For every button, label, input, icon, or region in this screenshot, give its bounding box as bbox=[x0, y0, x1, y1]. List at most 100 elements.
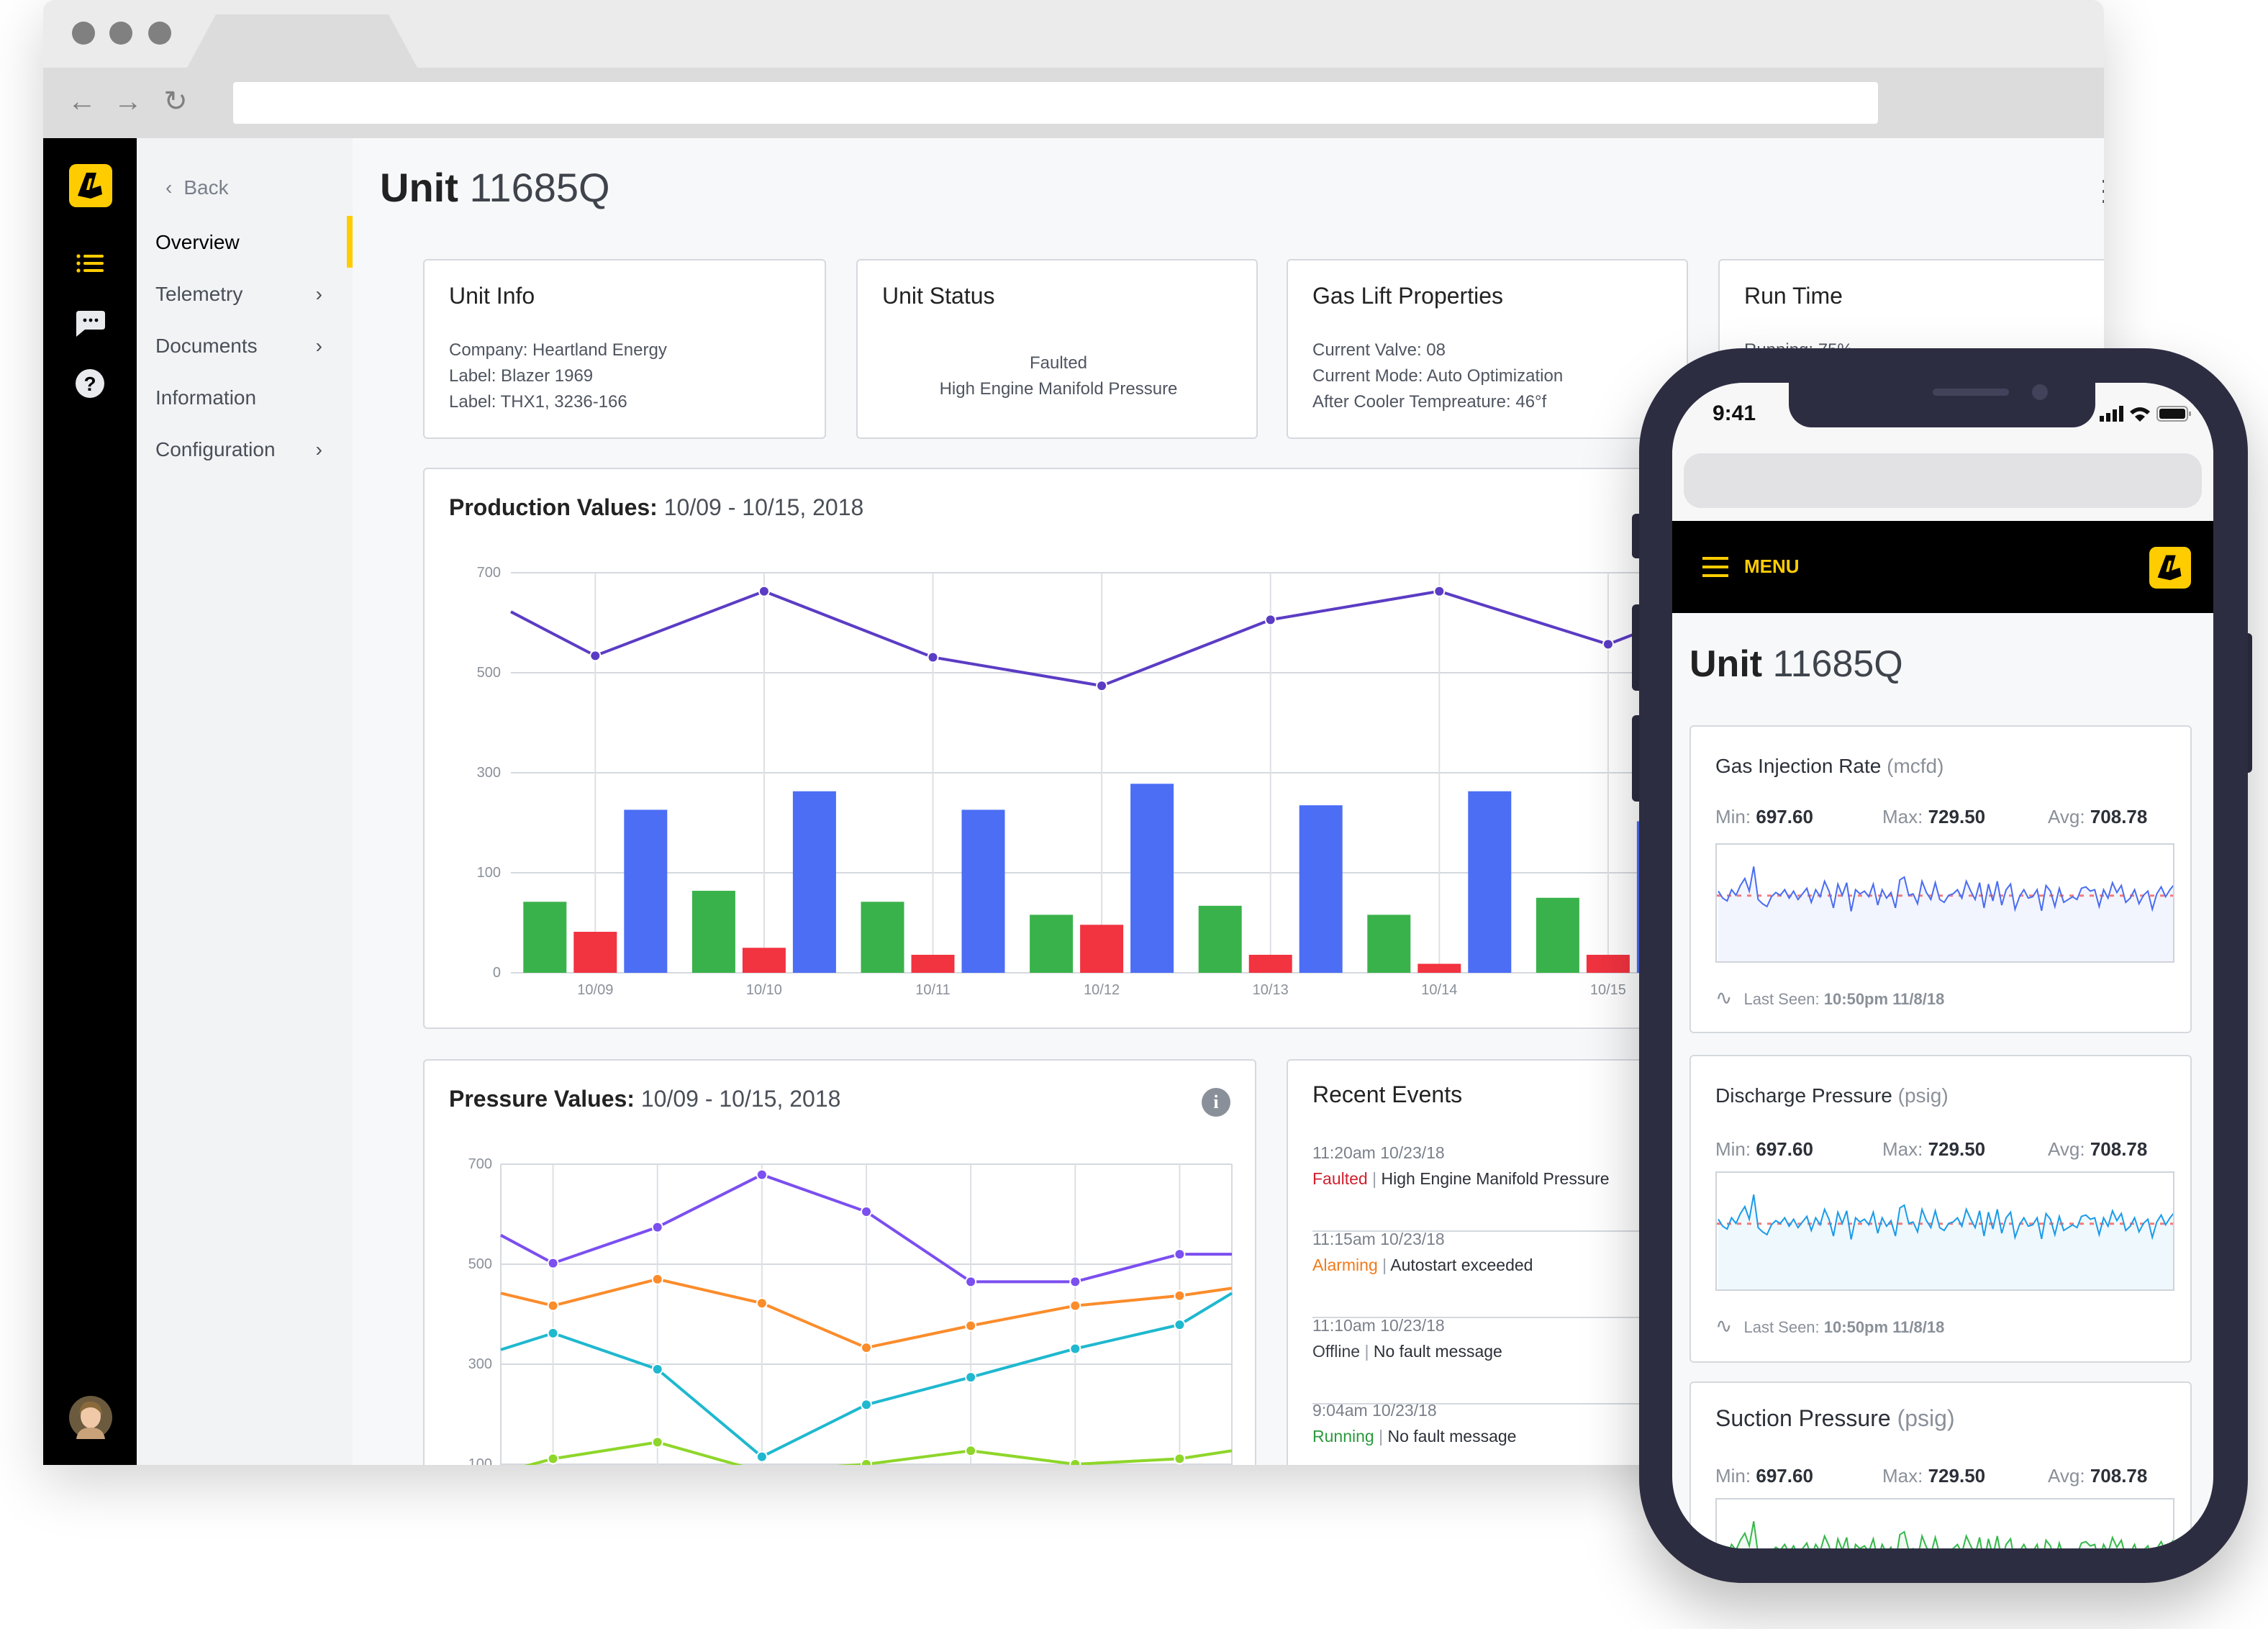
discharge-pressure-card[interactable]: Discharge Pressure (psig) Min: 697.60 Ma… bbox=[1689, 1055, 2192, 1363]
sparkline bbox=[1718, 1521, 2173, 1548]
gas-lift-card: Gas Lift Properties Current Valve: 08 Cu… bbox=[1287, 259, 1688, 439]
event-item[interactable]: 11:10am 10/23/18 Offline | No fault messa… bbox=[1312, 1318, 1665, 1405]
logo-icon[interactable] bbox=[69, 164, 112, 207]
y-tick-label: 300 bbox=[468, 1356, 492, 1372]
sparkline bbox=[1718, 1194, 2173, 1240]
bar bbox=[742, 948, 786, 973]
data-point bbox=[1069, 1343, 1081, 1355]
bar bbox=[911, 954, 955, 973]
y-tick-label: 500 bbox=[468, 1256, 492, 1272]
last-seen: ∿ Last Seen: 10:50pm 11/8/18 bbox=[1715, 986, 1945, 1009]
last-seen: ∿ Last Seen: 10:50pm 11/8/18 bbox=[1715, 1314, 1945, 1337]
browser-tab[interactable] bbox=[187, 14, 417, 68]
card-title: Run Time bbox=[1744, 285, 1843, 309]
more-menu-icon[interactable]: ··· bbox=[2097, 167, 2104, 213]
data-point bbox=[756, 1451, 768, 1463]
info-icon[interactable]: i bbox=[1202, 1088, 1230, 1117]
nav-item-information[interactable]: Information bbox=[155, 386, 257, 409]
reload-icon[interactable]: ↻ bbox=[163, 86, 188, 118]
window-minimize-button[interactable] bbox=[109, 22, 132, 45]
data-point bbox=[861, 1399, 872, 1411]
bar bbox=[961, 809, 1005, 973]
data-point bbox=[547, 1327, 559, 1339]
data-point bbox=[651, 1221, 663, 1233]
sparkline-area bbox=[1718, 1521, 2173, 1548]
bar bbox=[523, 902, 567, 973]
data-point bbox=[1264, 614, 1276, 626]
list-icon[interactable] bbox=[76, 253, 105, 273]
nav-item-configuration[interactable]: Configuration › bbox=[155, 432, 343, 466]
event-item[interactable]: 9:04am 10/23/18 Running | No fault messag… bbox=[1312, 1403, 1665, 1465]
back-arrow-icon[interactable]: ← bbox=[68, 86, 96, 118]
bar bbox=[624, 809, 668, 973]
hamburger-icon[interactable] bbox=[1702, 557, 1728, 577]
data-point bbox=[1069, 1299, 1081, 1312]
chat-icon[interactable] bbox=[75, 309, 106, 338]
pressure-chart-card: Pressure Values: 10/09 - 10/15, 2018 i 1… bbox=[423, 1059, 1256, 1465]
chevron-left-icon: ‹ bbox=[165, 176, 173, 199]
mobile-page-title: Unit 11685Q bbox=[1689, 642, 1903, 685]
x-tick-label: 10/09 bbox=[577, 982, 613, 998]
data-point bbox=[651, 1363, 663, 1375]
min-stat: Min: 697.60 bbox=[1715, 1138, 1813, 1160]
bar bbox=[1367, 915, 1411, 973]
mobile-address-bar[interactable] bbox=[1684, 453, 2202, 508]
bar bbox=[1030, 915, 1074, 973]
pulse-icon: ∿ bbox=[1715, 986, 1733, 1009]
window-maximize-button[interactable] bbox=[148, 22, 171, 45]
y-tick-label: 700 bbox=[477, 565, 501, 581]
bar bbox=[861, 902, 904, 973]
y-tick-label: 100 bbox=[468, 1456, 492, 1465]
data-point bbox=[1433, 585, 1446, 597]
data-point bbox=[965, 1371, 977, 1384]
url-bar[interactable] bbox=[233, 82, 1878, 124]
bar bbox=[1418, 963, 1461, 973]
bar bbox=[792, 791, 836, 973]
pulse-icon: ∿ bbox=[1715, 1314, 1733, 1337]
data-point bbox=[861, 1342, 872, 1354]
suction-pressure-card[interactable]: Suction Pressure (psig) Min: 697.60 Max:… bbox=[1689, 1381, 2192, 1548]
help-icon[interactable]: ? bbox=[75, 368, 105, 399]
bar bbox=[1198, 905, 1242, 973]
card-title: Gas Lift Properties bbox=[1312, 285, 1503, 309]
y-tick-label: 0 bbox=[493, 965, 501, 981]
data-point bbox=[965, 1320, 977, 1332]
card-title: Unit Status bbox=[882, 285, 995, 309]
signal-icon bbox=[2100, 406, 2123, 422]
gas-injection-card[interactable]: Gas Injection Rate (mcfd) Min: 697.60 Ma… bbox=[1689, 725, 2192, 1033]
x-tick-label: 10/12 bbox=[1084, 982, 1120, 998]
sparkline-area bbox=[1718, 1194, 2173, 1289]
active-indicator bbox=[347, 216, 353, 268]
data-point bbox=[547, 1257, 559, 1269]
back-link[interactable]: ‹ Back bbox=[165, 176, 229, 199]
y-tick-label: 700 bbox=[468, 1156, 492, 1172]
card-title: Suction Pressure (psig) bbox=[1715, 1407, 1955, 1432]
menu-button[interactable]: MENU bbox=[1744, 555, 1800, 577]
nav-item-overview[interactable]: Overview bbox=[155, 230, 240, 253]
bar bbox=[573, 932, 617, 973]
sparkline-chart bbox=[1715, 843, 2174, 963]
bar bbox=[691, 891, 735, 973]
bar bbox=[1468, 791, 1512, 973]
chart-title: Production Values: 10/09 - 10/15, 2018 bbox=[449, 496, 864, 521]
battery-icon bbox=[2156, 406, 2188, 422]
min-stat: Min: 697.60 bbox=[1715, 1465, 1813, 1487]
data-point bbox=[651, 1436, 663, 1448]
logo-icon[interactable] bbox=[2149, 547, 2192, 589]
tab-bar bbox=[43, 0, 2104, 68]
svg-text:?: ? bbox=[83, 373, 96, 395]
phone-notch bbox=[1789, 380, 2095, 427]
sparkline-area bbox=[1718, 866, 2173, 961]
event-item[interactable]: 11:20am 10/23/18 Faulted | High Engine Ma… bbox=[1312, 1145, 1665, 1232]
x-tick-label: 10/10 bbox=[746, 982, 782, 998]
nav-item-documents[interactable]: Documents › bbox=[155, 328, 343, 363]
window-close-button[interactable] bbox=[72, 22, 95, 45]
data-point bbox=[927, 651, 939, 663]
x-tick-label: 10/11 bbox=[915, 982, 951, 998]
data-point bbox=[861, 1206, 872, 1218]
forward-arrow-icon[interactable]: → bbox=[114, 86, 142, 118]
event-item[interactable]: 11:15am 10/23/18 Alarming | Autostart exc… bbox=[1312, 1232, 1665, 1318]
avatar[interactable] bbox=[69, 1396, 112, 1439]
avg-stat: Avg: 708.78 bbox=[2048, 1138, 2148, 1160]
nav-item-telemetry[interactable]: Telemetry › bbox=[155, 276, 343, 311]
